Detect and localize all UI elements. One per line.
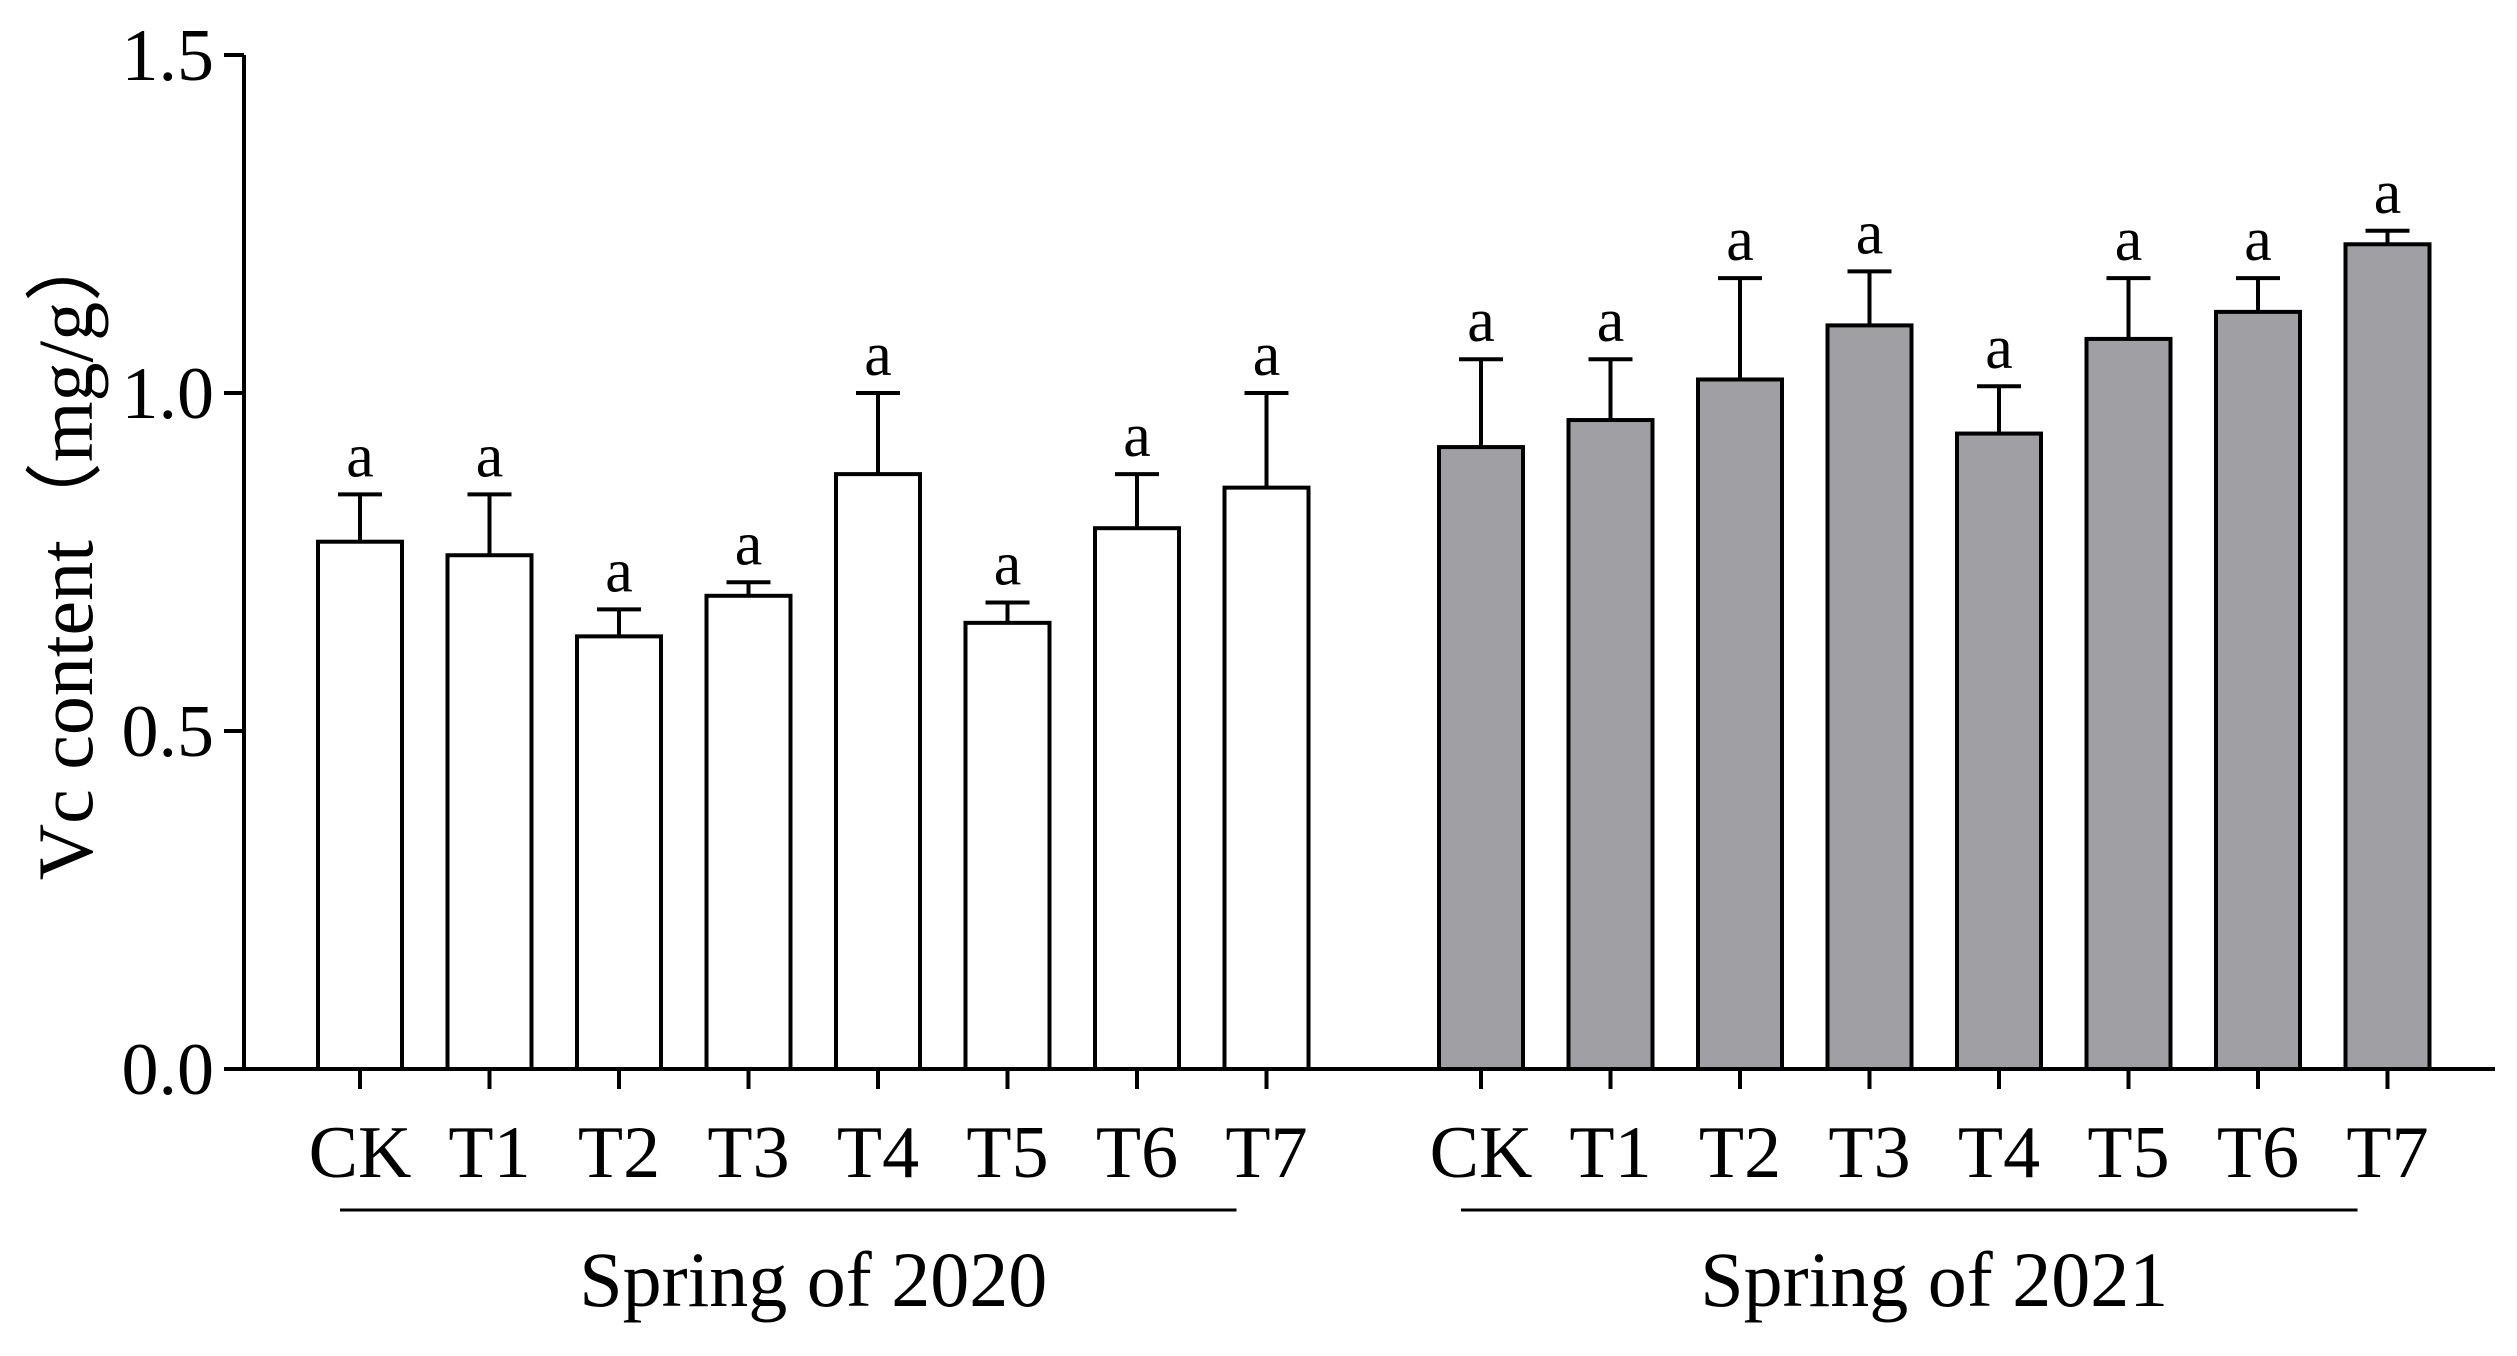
bar — [2343, 242, 2432, 1071]
x-tick-label: T6 — [2217, 1112, 2299, 1194]
bar — [2214, 309, 2302, 1071]
x-tick-label: T4 — [837, 1112, 919, 1194]
significance-label: a — [1726, 206, 1754, 274]
bar — [1955, 431, 2043, 1071]
significance-label: a — [346, 422, 374, 490]
x-tick-label: T4 — [1958, 1112, 2040, 1194]
significance-label: a — [1123, 402, 1151, 470]
group-label: Spring of 2020 — [579, 1236, 1047, 1323]
significance-label: a — [476, 422, 504, 490]
significance-label: a — [2374, 159, 2402, 227]
x-tick-label: T1 — [448, 1112, 530, 1194]
x-axis — [242, 1067, 2495, 1089]
bar — [316, 539, 404, 1071]
significance-label: a — [735, 510, 763, 578]
bar — [1696, 377, 1784, 1072]
bar — [704, 593, 793, 1071]
bar — [1222, 485, 1311, 1071]
x-tick-label: T3 — [1828, 1112, 1910, 1194]
x-tick-label: T6 — [1096, 1112, 1178, 1194]
significance-label: a — [864, 321, 892, 389]
y-tick-label: 0.0 — [122, 1029, 215, 1111]
bar — [963, 620, 1052, 1072]
labels: CK a T1 a T2 a T3 a T4 a T5 a T6 a T7 a Spring of 2020 CK… — [309, 159, 2429, 1323]
significance-label: a — [605, 537, 633, 605]
y-tick-label: 1.0 — [122, 353, 215, 435]
significance-label: a — [2115, 206, 2143, 274]
significance-label: a — [1985, 314, 2013, 382]
bar — [834, 472, 922, 1071]
significance-label: a — [2244, 206, 2272, 274]
x-tick-label: T3 — [707, 1112, 789, 1194]
group-label: Spring of 2021 — [1700, 1236, 2168, 1323]
bar — [445, 553, 534, 1071]
bar — [2084, 336, 2173, 1072]
bar — [1093, 526, 1181, 1071]
x-tick-label: T7 — [2346, 1112, 2428, 1194]
y-tick-label: 1.5 — [122, 15, 215, 97]
bar — [575, 634, 663, 1071]
x-tick-label: CK — [1430, 1112, 1533, 1194]
x-tick-label: T7 — [1225, 1112, 1307, 1194]
x-tick-label: T2 — [578, 1112, 660, 1194]
y-axis: 0.0 0.5 1.0 1.5 — [122, 15, 246, 1111]
significance-label: a — [1597, 287, 1625, 355]
significance-label: a — [1253, 321, 1281, 389]
bars — [316, 228, 2432, 1072]
x-tick-label: T5 — [966, 1112, 1048, 1194]
significance-label: a — [994, 531, 1022, 599]
bar — [1825, 323, 1914, 1071]
x-tick-label: CK — [309, 1112, 412, 1194]
x-tick-label: T1 — [1569, 1112, 1651, 1194]
bar — [1437, 445, 1525, 1071]
x-tick-label: T5 — [2087, 1112, 2169, 1194]
x-tick-label: T2 — [1699, 1112, 1781, 1194]
significance-label: a — [1856, 199, 1884, 267]
bar — [1566, 418, 1655, 1072]
y-axis-title: Vc content（mg/g） — [22, 224, 109, 880]
significance-label: a — [1467, 287, 1495, 355]
y-tick-label: 0.5 — [122, 691, 215, 773]
